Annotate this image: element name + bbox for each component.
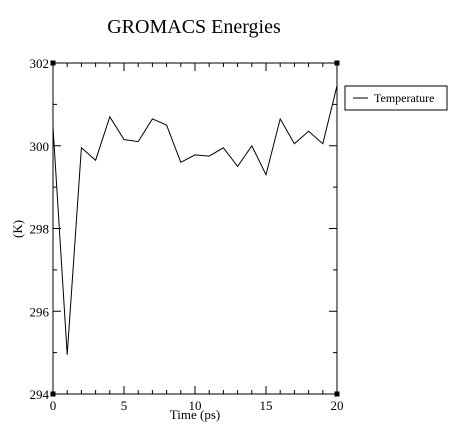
corner-markers [51,61,340,397]
plot-frame [53,63,337,394]
corner-marker [335,392,340,397]
x-tick-label: 0 [50,398,57,413]
y-tick-label: 300 [30,139,50,154]
corner-marker [51,61,56,66]
x-tick-label: 5 [121,398,128,413]
temperature-series-line [53,86,337,355]
x-axis-title: Time (ps) [170,407,220,422]
y-tick-label: 298 [30,222,50,237]
y-tick-label: 302 [30,56,50,71]
x-axis: 0 5 10 15 20 [50,63,344,413]
y-tick-label: 296 [30,304,50,319]
legend: Temperature [345,86,447,110]
y-axis-title: (K) [10,220,25,238]
chart-title: GROMACS Energies [107,16,281,38]
corner-marker [335,61,340,66]
y-tick-label: 294 [30,387,50,402]
corner-marker [51,392,56,397]
x-tick-label: 20 [331,398,344,413]
legend-label-temperature: Temperature [374,91,434,105]
x-tick-label: 15 [260,398,273,413]
